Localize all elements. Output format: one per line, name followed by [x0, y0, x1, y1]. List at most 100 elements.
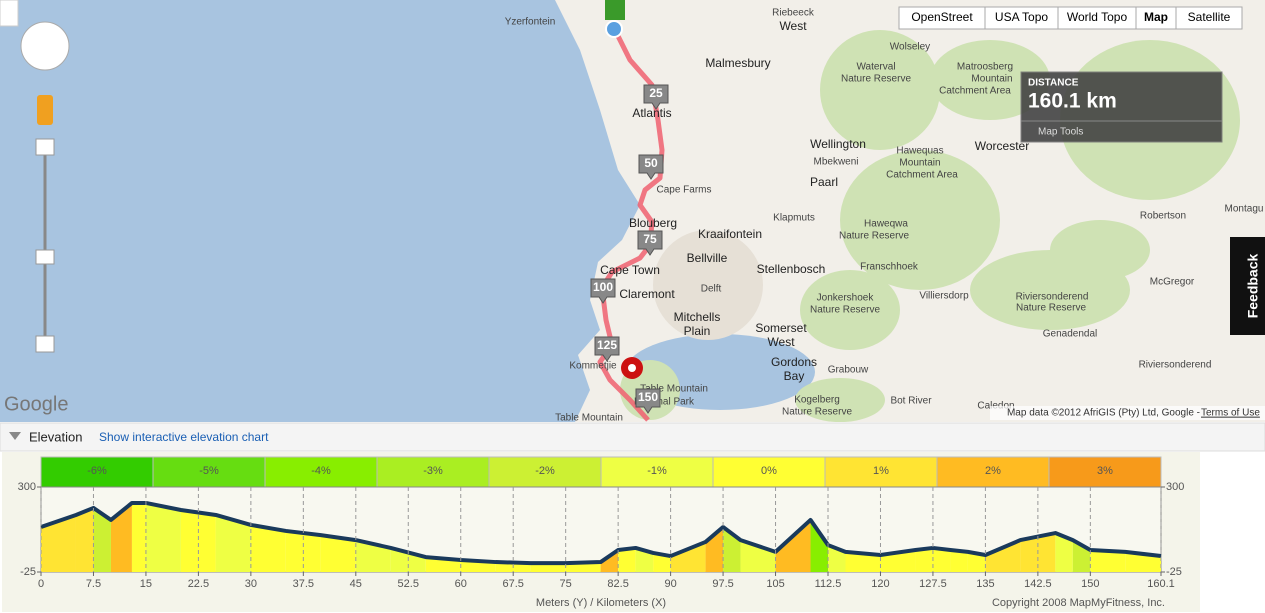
elevation-segment — [670, 541, 706, 572]
distance-heading: DISTANCE — [1028, 78, 1079, 89]
x-tick-label: 135 — [976, 578, 994, 590]
elevation-segment — [355, 540, 391, 572]
x-tick-label: 15 — [140, 578, 152, 590]
elevation-segment — [1090, 550, 1126, 572]
elevation-segment — [41, 514, 76, 572]
x-tick-label: 127.5 — [919, 578, 947, 590]
map-type-label[interactable]: USA Topo — [995, 10, 1048, 24]
elevation-segment — [915, 547, 933, 572]
feedback-tab[interactable] — [1230, 237, 1265, 335]
collapse-tab[interactable] — [0, 0, 19, 27]
zoom-in[interactable] — [35, 138, 55, 156]
place-label: Hawequas — [896, 146, 943, 157]
place-label: Malmesbury — [705, 56, 770, 70]
elevation-segment — [131, 502, 146, 572]
pegman[interactable] — [37, 95, 53, 125]
place-label: Stellenbosch — [757, 262, 826, 276]
grade-label: -6% — [87, 465, 107, 477]
grade-swatch — [152, 456, 266, 488]
grade-label: 2% — [985, 465, 1001, 477]
x-tick-label: 45 — [350, 578, 362, 590]
grade-label: -1% — [647, 465, 667, 477]
place-label: Catchment Area — [939, 86, 1011, 97]
elevation-segment — [145, 502, 181, 572]
place-label: Bay — [784, 369, 805, 383]
place-label: Mitchells — [674, 310, 721, 324]
elevation-segment — [845, 551, 881, 572]
place-label: Robertson — [1140, 211, 1186, 222]
place-label: Atlantis — [632, 106, 671, 120]
place-label: Riviersonderend — [1139, 360, 1212, 371]
credit: Copyright 2008 MapMyFitness, Inc. — [992, 597, 1165, 609]
x-tick-label: 160.1 — [1147, 578, 1175, 590]
route-marker-label: 150 — [638, 390, 658, 404]
elevation-segment — [985, 540, 1021, 572]
map-type-button[interactable] — [1175, 6, 1243, 30]
place-label: Gordons — [771, 355, 817, 369]
x-tick-label: 30 — [245, 578, 257, 590]
place-label: Kogelberg — [794, 395, 840, 406]
y-tick-label-right: -25 — [1166, 566, 1182, 578]
place-label: McGregor — [1150, 277, 1195, 288]
google-logo: Google — [4, 393, 69, 415]
place-label: Waterval — [856, 62, 895, 73]
place-label: Haweqwa — [864, 219, 908, 230]
zoom-out[interactable] — [35, 335, 55, 353]
grade-swatch — [376, 456, 490, 488]
place-label: Genadendal — [1043, 329, 1098, 340]
place-label: Claremont — [619, 287, 675, 301]
route-marker — [638, 154, 664, 180]
start-marker[interactable] — [605, 0, 625, 20]
x-tick-label: 105 — [766, 578, 784, 590]
x-tick-label: 52.5 — [398, 578, 419, 590]
feedback[interactable]: Feedback — [1245, 253, 1261, 318]
grade-swatch — [488, 456, 602, 488]
map-type-label[interactable]: Satellite — [1188, 10, 1231, 24]
grade-label: -5% — [199, 465, 219, 477]
route-marker-label: 100 — [593, 280, 613, 294]
zoom-slider[interactable] — [35, 249, 55, 265]
place-label: Nature Reserve — [782, 407, 852, 418]
place-label: Matroosberg — [957, 62, 1013, 73]
place-label: West — [767, 335, 795, 349]
x-tick-label: 0 — [38, 578, 44, 590]
pan-control[interactable] — [20, 21, 70, 71]
elevation-line — [40, 500, 1162, 566]
elevation-bar — [0, 422, 1265, 452]
place-label: Mountain — [971, 74, 1012, 85]
place-label: Plain — [684, 324, 711, 338]
place-label: Bot River — [890, 396, 932, 407]
place-label: Wolseley — [890, 42, 930, 53]
map-tools[interactable]: Map Tools — [1038, 127, 1083, 138]
route-marker — [637, 230, 663, 256]
x-tick-label: 37.5 — [293, 578, 314, 590]
place-label: Cape Farms — [656, 185, 711, 196]
route-marker — [643, 84, 669, 110]
map-type-label[interactable]: Map — [1144, 10, 1168, 24]
collapse-arrow[interactable] — [9, 432, 21, 440]
x-tick-label: 82.5 — [607, 578, 628, 590]
x-tick-label: 67.5 — [502, 578, 523, 590]
place-label: Jonkershoek — [817, 293, 875, 304]
map-type-label[interactable]: World Topo — [1067, 10, 1128, 24]
place-label: Somerset — [755, 321, 807, 335]
elevation-segment — [740, 540, 776, 572]
place-label: National Park — [634, 397, 695, 408]
x-tick-label: 112.5 — [815, 578, 842, 590]
elevation-segment — [967, 551, 986, 572]
terms-link[interactable]: Terms of Use — [1201, 408, 1260, 419]
elevation-link[interactable]: Show interactive elevation chart — [99, 430, 269, 444]
place-label: West — [779, 19, 807, 33]
map-type-label[interactable]: OpenStreet — [911, 10, 973, 24]
attribution: Map data ©2012 AfriGIS (Pty) Ltd, Google… — [1007, 408, 1200, 419]
route-marker — [590, 278, 616, 304]
elevation-segment — [180, 510, 216, 572]
place-label: Cape Town — [600, 263, 660, 277]
place-label: Worcester — [975, 139, 1029, 153]
y-tick-label: -25 — [20, 566, 36, 578]
urban-area — [653, 230, 763, 340]
elevation-segment — [618, 547, 636, 572]
place-label: Nature Reserve — [1016, 303, 1086, 314]
grade-swatch — [1048, 456, 1162, 488]
grade-label: 3% — [1097, 465, 1113, 477]
